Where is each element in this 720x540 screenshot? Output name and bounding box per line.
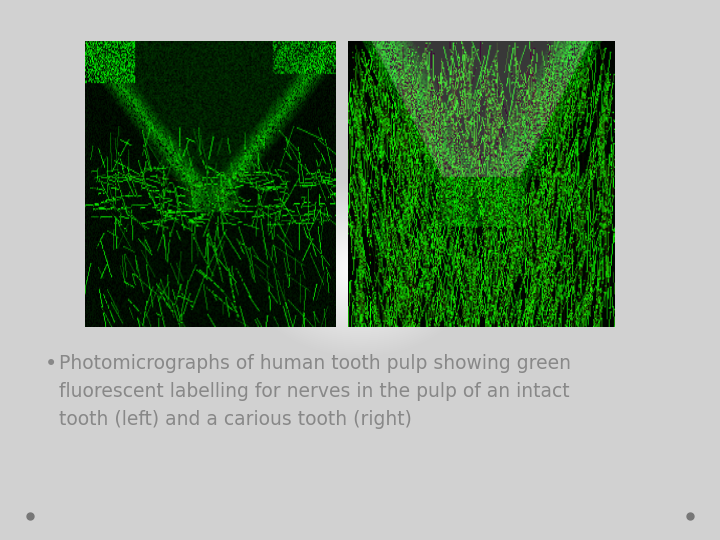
Text: •: • [45,354,57,374]
Text: Photomicrographs of human tooth pulp showing green
fluorescent labelling for ner: Photomicrographs of human tooth pulp sho… [59,354,571,429]
